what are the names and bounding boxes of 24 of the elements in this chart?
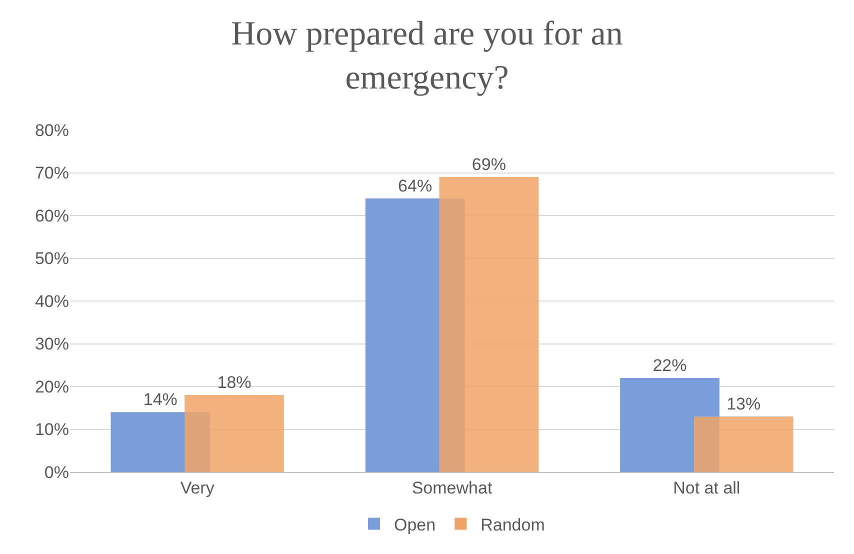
y-tick-label: 40% (34, 292, 69, 311)
y-tick-label: 60% (34, 206, 69, 226)
legend-label: Random (480, 515, 545, 534)
y-tick-label: 80% (34, 120, 69, 140)
data-label: 18% (217, 373, 252, 392)
y-tick-label: 0% (44, 462, 69, 482)
data-label: 13% (726, 394, 761, 414)
chart-title: How prepared are you for an emergency? (231, 15, 623, 97)
bar (694, 416, 794, 472)
y-tick-label: 50% (34, 249, 69, 268)
bar (184, 395, 284, 472)
y-tick-label: 20% (34, 377, 69, 396)
x-tick-label: Somewhat (412, 478, 492, 498)
y-tick-label: 70% (34, 164, 69, 183)
y-tick-label: 10% (34, 420, 69, 440)
data-label: 22% (652, 356, 687, 375)
data-label: 14% (143, 390, 178, 410)
x-tick-label: Not at all (673, 478, 740, 498)
bar (439, 177, 539, 472)
data-label: 69% (472, 155, 506, 174)
legend-label: Open (394, 515, 436, 534)
x-tick-label: Very (180, 478, 215, 498)
y-tick-label: 30% (34, 334, 69, 354)
data-label: 64% (398, 176, 432, 196)
